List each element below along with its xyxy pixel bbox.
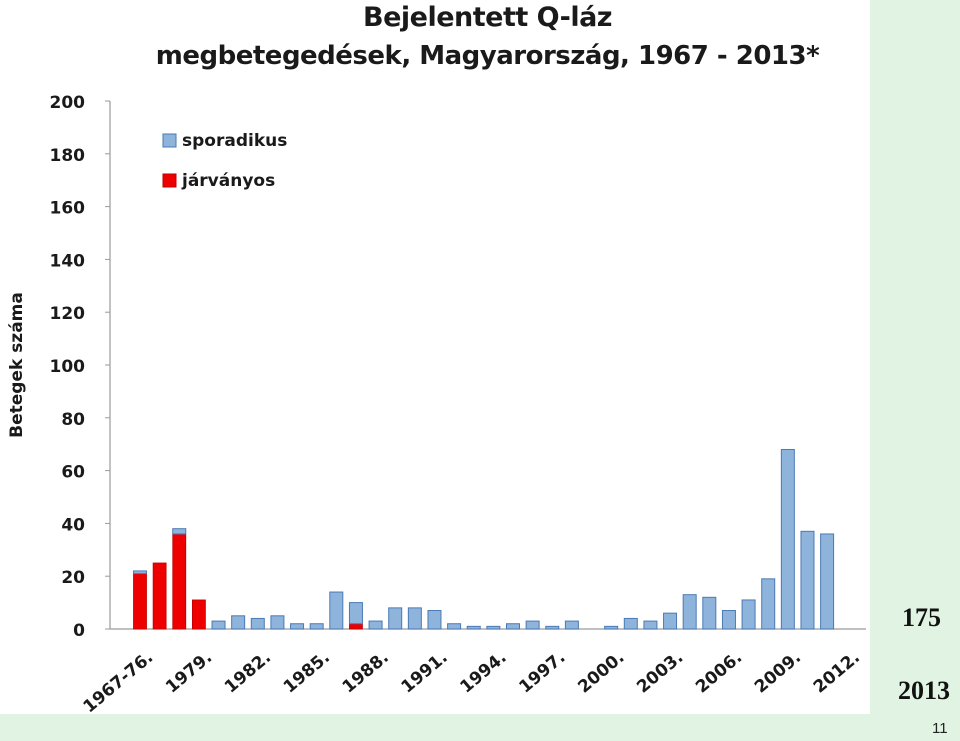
bar-sporadikus — [780, 448, 795, 630]
bar-sporadikus — [663, 612, 678, 630]
bar-sporadikus — [211, 620, 226, 630]
bar-sporadikus — [486, 625, 501, 630]
bar-sporadikus — [133, 570, 147, 575]
legend-swatch-jarvanyos — [162, 173, 177, 188]
bar-sporadikus — [721, 610, 736, 630]
side-note-year: 2013 — [898, 676, 950, 705]
bar-sporadikus — [466, 625, 481, 630]
y-tick-label: 200 — [50, 93, 86, 113]
x-tick-label: 1967-76. — [80, 648, 158, 714]
x-tick-label: 2009. — [751, 648, 805, 698]
x-tick-label: 2000. — [574, 648, 628, 698]
bar-sporadikus — [702, 596, 717, 630]
x-tick-label: 1985. — [280, 648, 334, 698]
chart-panel: 0 20 40 60 80 100 120 140 160 180 200 1967-76. 1979.… — [0, 0, 870, 714]
x-tick-label: 1994. — [457, 648, 511, 698]
bar-sporadikus — [741, 599, 756, 630]
bar-sporadikus — [761, 578, 776, 630]
x-tick-label: 2003. — [633, 648, 687, 698]
x-tick-label: 2006. — [692, 648, 746, 698]
legend-swatch-sporadikus — [162, 133, 177, 148]
x-tick-label: 1988. — [339, 648, 393, 698]
bar-sporadikus — [506, 623, 520, 630]
y-tick-label: 180 — [50, 146, 86, 166]
y-tick-label: 140 — [50, 251, 86, 271]
x-tick-label: 1979. — [162, 648, 216, 698]
y-tick-label: 60 — [61, 463, 85, 483]
bar-jarvanyos — [133, 573, 147, 630]
bar-sporadikus — [270, 615, 285, 630]
bar-sporadikus — [309, 623, 324, 630]
bar-sporadikus — [525, 620, 540, 630]
y-tick-label: 80 — [61, 410, 85, 430]
page-number: 11 — [932, 720, 948, 737]
y-tick-label: 160 — [50, 199, 86, 219]
chart-title-line2: megbetegedések, Magyarország, 1967 - 201… — [155, 41, 820, 71]
x-tick-label: 1997. — [515, 648, 569, 698]
bar-sporadikus — [564, 620, 579, 630]
legend-label-jarvanyos: járványos — [181, 171, 275, 191]
y-axis-label: Betegek száma — [7, 292, 27, 438]
bar-sporadikus — [545, 625, 560, 630]
x-tick-label: 2012. — [810, 648, 864, 698]
legend: sporadikus járványos — [162, 131, 287, 191]
bar-jarvanyos — [152, 562, 167, 630]
bar-jarvanyos — [172, 533, 187, 630]
bar-sporadikus — [348, 602, 363, 625]
y-tick-label: 0 — [73, 621, 85, 641]
y-tick-label: 20 — [61, 568, 85, 588]
x-tick-label: 1982. — [221, 648, 275, 698]
bar-sporadikus — [172, 528, 187, 535]
bar-sporadikus — [820, 533, 835, 630]
bar-sporadikus — [290, 623, 305, 630]
x-tick-label: 1991. — [398, 648, 452, 698]
y-tick-label: 100 — [50, 357, 86, 377]
bar-sporadikus — [407, 607, 422, 630]
bar-sporadikus — [368, 620, 383, 630]
bar-sporadikus — [447, 623, 462, 630]
side-note-value: 175 — [902, 603, 941, 632]
bar-sporadikus — [427, 610, 442, 630]
legend-label-sporadikus: sporadikus — [182, 131, 287, 151]
bar-jarvanyos — [191, 599, 206, 630]
chart-svg: 0 20 40 60 80 100 120 140 160 180 200 1967-76. 1979.… — [7, 93, 866, 714]
bar-jarvanyos — [349, 623, 363, 630]
bar-sporadikus — [388, 607, 403, 630]
y-tick-label: 120 — [50, 304, 86, 324]
bar-sporadikus — [250, 617, 265, 630]
bar-sporadikus — [800, 530, 815, 630]
bar-sporadikus — [231, 615, 246, 630]
bar-sporadikus — [682, 594, 697, 630]
chart-title-line1: Bejelentett Q-láz — [362, 2, 613, 33]
bar-sporadikus — [643, 620, 658, 630]
bars-layer — [133, 448, 835, 630]
bar-sporadikus — [329, 591, 344, 630]
y-tick-label: 40 — [61, 515, 85, 535]
bar-sporadikus — [623, 617, 638, 630]
bar-sporadikus — [604, 625, 619, 630]
